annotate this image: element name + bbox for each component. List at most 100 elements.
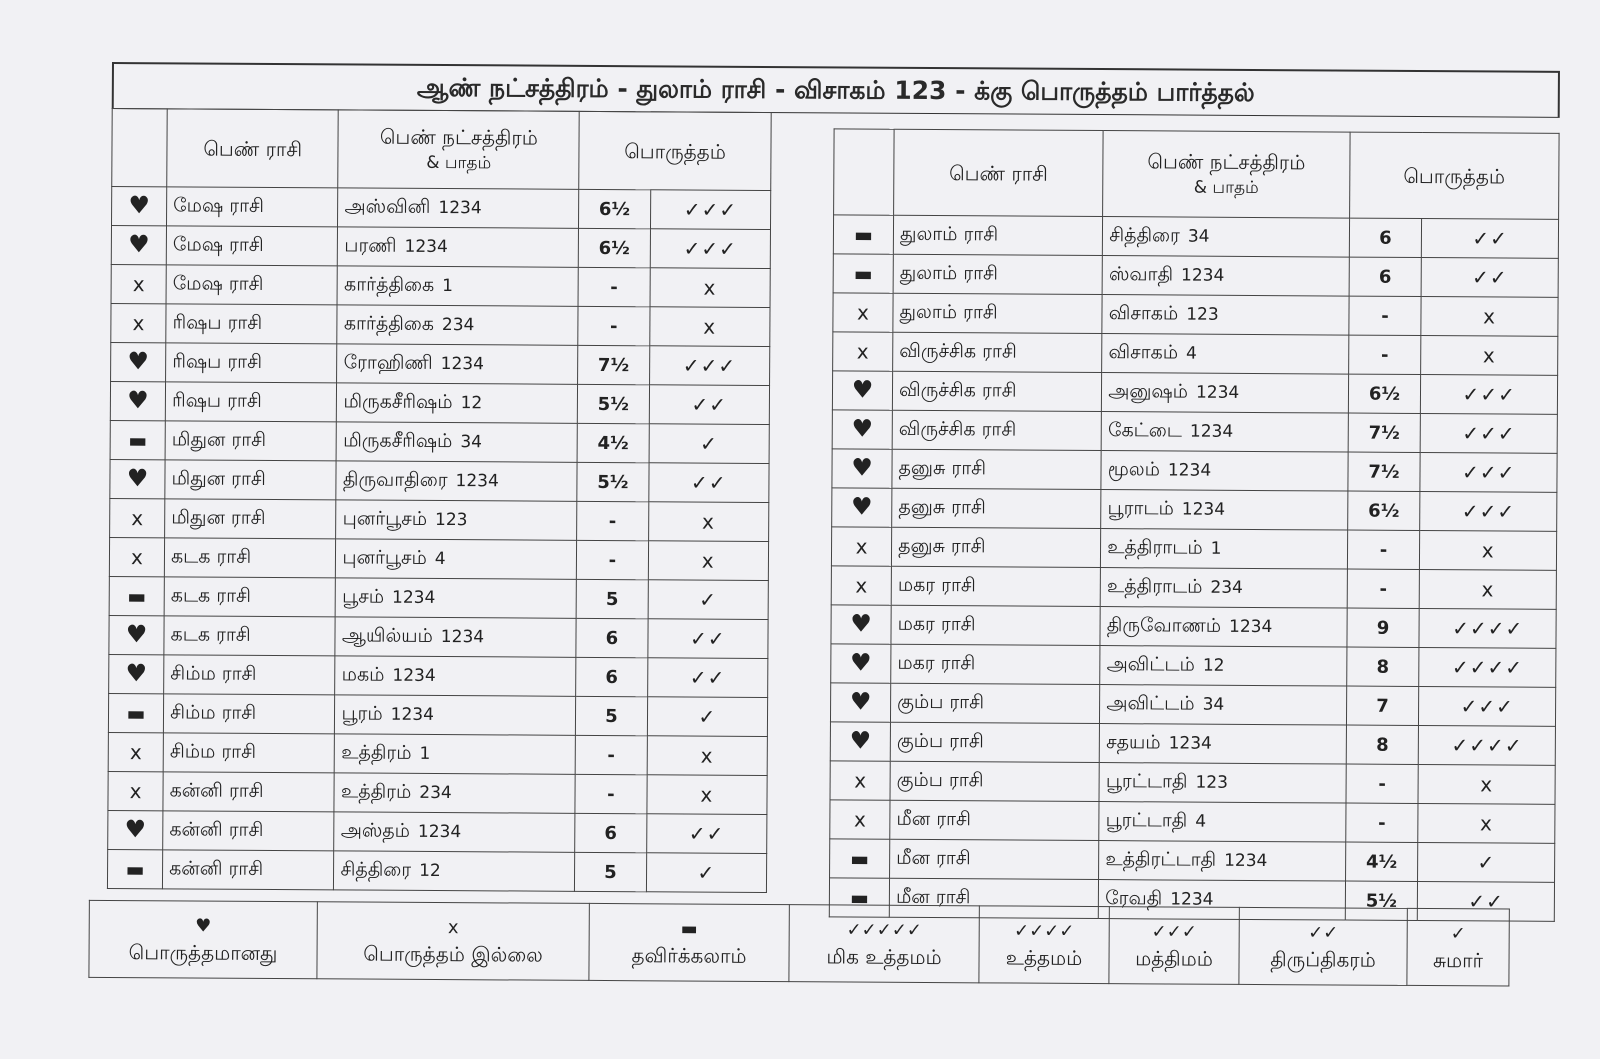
- star-name: அஸ்வினி: [344, 194, 431, 218]
- rating-cell: ✓: [647, 579, 769, 620]
- star-cell: பூசம் 1234: [335, 577, 577, 619]
- pada-number: 1234: [1189, 421, 1234, 442]
- star-cell: மிருகசீரிஷம் 12: [336, 382, 578, 424]
- pada-number: 4: [434, 548, 446, 569]
- table-row: x துலாம் ராசி விசாகம் 123- x: [832, 292, 1559, 337]
- rating-cell: ✓✓✓✓: [1418, 725, 1556, 766]
- dash-icon: ▬: [128, 428, 148, 453]
- heart-icon: ♥: [128, 230, 150, 259]
- rasi-cell: கன்னி ராசி: [163, 771, 335, 812]
- heart-icon: ♥: [128, 191, 151, 220]
- score-cell: -: [1348, 296, 1422, 336]
- rating-cell: ✓✓✓: [1420, 452, 1558, 493]
- pada-number: 12: [1202, 655, 1225, 676]
- legend-label: திருப்திகரம்: [1270, 947, 1376, 972]
- heart-icon: ♥: [125, 620, 148, 649]
- mark-cell: ▬: [833, 214, 894, 255]
- score-cell: 6: [574, 813, 647, 853]
- star-name: சித்திரை: [340, 857, 412, 881]
- mark-cell: x: [830, 760, 891, 801]
- rating-cell: ✓: [1417, 842, 1555, 883]
- pada-number: 1: [442, 275, 454, 296]
- mark-cell: ♥: [832, 409, 893, 450]
- score-cell: 5½: [577, 384, 650, 424]
- dash-icon: ▬: [126, 701, 146, 726]
- table-row: x மேஷ ராசி கார்த்திகை 1- x: [111, 264, 771, 308]
- score-cell: -: [577, 306, 650, 346]
- star-name: விசாகம்: [1108, 340, 1179, 364]
- x-icon: x: [132, 272, 145, 297]
- rasi-cell: துலாம் ராசி: [892, 293, 1103, 334]
- pada-number: 34: [1202, 694, 1225, 715]
- x-icon: x: [857, 300, 870, 325]
- legend-symbol-icon: ✓✓✓✓: [1013, 920, 1075, 942]
- table-row: ♥ ரிஷப ராசி ரோஹிணி 1234 7½ ✓✓✓: [110, 342, 770, 386]
- rasi-header: பெண் ராசி: [893, 129, 1104, 217]
- star-name: உத்திரட்டாதி: [1105, 847, 1217, 871]
- rasi-cell: விருச்சிக ராசி: [892, 410, 1102, 451]
- star-header: பெண் நட்சத்திரம் & பாதம்: [1102, 130, 1350, 219]
- star-name: பரணி: [344, 233, 397, 257]
- rating-cell: x: [647, 540, 769, 581]
- x-icon: x: [129, 740, 142, 765]
- table-row: x தனுசு ராசி உத்திராடம் 1- x: [831, 526, 1557, 571]
- star-name: உத்திராடம்: [1107, 535, 1203, 559]
- pada-header-label: & பாதம்: [1193, 177, 1259, 198]
- legend-item: ♥ பொருத்தமானது: [88, 900, 318, 979]
- mark-cell: ♥: [832, 370, 893, 411]
- mark-cell: ♥: [831, 448, 893, 489]
- rasi-cell: கடக ராசி: [163, 615, 336, 656]
- rasi-cell: துலாம் ராசி: [893, 254, 1103, 295]
- rasi-cell: தனுசு ராசி: [891, 449, 1102, 490]
- table-row: ♥ விருச்சிக ராசி அனுஷம் 1234 6½ ✓✓✓: [832, 370, 1558, 415]
- score-cell: 7: [1346, 686, 1419, 726]
- score-cell: -: [576, 501, 649, 541]
- table-row: ▬ கன்னி ராசி சித்திரை 12 5 ✓: [107, 849, 767, 893]
- rasi-cell: கடக ராசி: [164, 576, 336, 617]
- star-name: பூரட்டாதி: [1105, 769, 1188, 793]
- rating-cell: ✓: [646, 696, 768, 737]
- table-row: ♥ மகர ராசி அவிட்டம் 12 8 ✓✓✓✓: [830, 643, 1556, 688]
- pada-number: 1234: [390, 704, 434, 725]
- legend-label: மத்திமம்: [1135, 946, 1213, 971]
- x-icon: x: [854, 768, 867, 793]
- dash-icon: ▬: [125, 857, 145, 882]
- star-header: பெண் நட்சத்திரம் & பாதம்: [338, 109, 580, 190]
- rating-cell: ✓✓✓: [649, 345, 770, 386]
- legend-symbol-icon: ♥: [195, 915, 212, 937]
- table-row: x ரிஷப ராசி கார்த்திகை 234- x: [110, 303, 771, 347]
- rasi-cell: மீன ராசி: [889, 839, 1100, 880]
- dash-icon: ▬: [853, 222, 874, 247]
- rating-cell: ✓✓: [647, 657, 768, 698]
- rasi-cell: கும்ப ராசி: [890, 683, 1100, 724]
- rasi-cell: விருச்சிக ராசி: [892, 371, 1102, 412]
- mark-cell: x: [829, 799, 891, 840]
- pada-number: 4: [1185, 343, 1197, 364]
- pada-number: 1234: [417, 821, 462, 842]
- legend-label: உத்தமம்: [1005, 945, 1083, 970]
- rating-cell: ✓✓✓: [1418, 686, 1556, 727]
- rating-cell: x: [648, 501, 769, 542]
- table-row: ♥ மேஷ ராசி அஸ்வினி 1234 6½ ✓✓✓: [111, 186, 771, 230]
- legend-label: மிக உத்தமம்: [826, 944, 942, 970]
- left-match-table: பெண் ராசி பெண் நட்சத்திரம் & பாதம் பொருத்…: [107, 108, 772, 893]
- pada-number: 1234: [1168, 732, 1212, 754]
- star-cell: சித்திரை 12: [333, 850, 575, 892]
- star-name: சித்திரை: [1109, 223, 1180, 247]
- table-row: ♥ தனுசு ராசி பூராடம் 1234 6½ ✓✓✓: [831, 487, 1557, 532]
- star-cell: பூரட்டாதி 123: [1099, 762, 1347, 804]
- heart-icon: ♥: [124, 815, 147, 844]
- star-cell: மூலம் 1234: [1101, 450, 1348, 492]
- heart-icon: ♥: [126, 464, 149, 493]
- rating-cell: ✓✓: [1421, 218, 1559, 259]
- table-row: ▬ துலாம் ராசி சித்திரை 34 6 ✓✓: [833, 214, 1559, 259]
- table-row: ♥ கன்னி ராசி அஸ்தம் 1234 6 ✓✓: [107, 810, 767, 854]
- rating-cell: ✓: [648, 423, 770, 464]
- star-name: அவிட்டம்: [1106, 652, 1195, 676]
- pada-number: 1234: [1224, 850, 1268, 871]
- star-cell: கார்த்திகை 234: [337, 304, 579, 346]
- rasi-cell: சிம்ம ராசி: [163, 654, 336, 695]
- star-cell: உத்திரட்டாதி 1234: [1098, 840, 1346, 882]
- pada-number: 1234: [1195, 382, 1240, 403]
- rating-cell: x: [1420, 335, 1558, 376]
